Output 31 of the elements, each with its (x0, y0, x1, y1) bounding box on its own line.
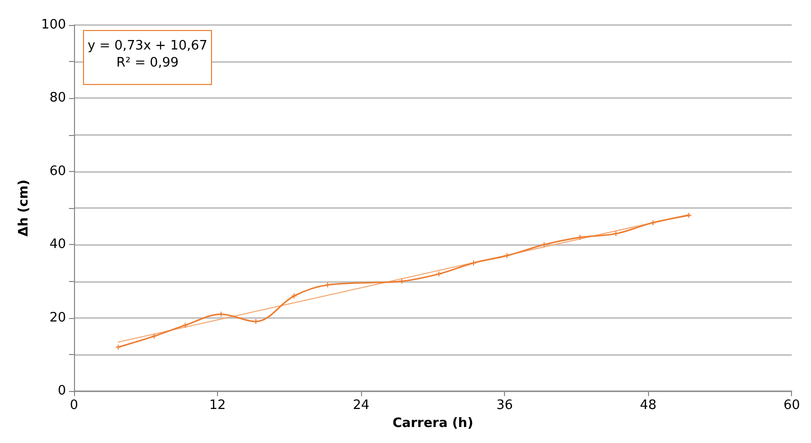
point (436, 271, 442, 276)
point (471, 260, 476, 266)
point (152, 334, 157, 339)
point (182, 322, 188, 328)
point (650, 220, 656, 226)
point (218, 312, 224, 317)
annotation: y = 0,73x + 10,67 (88, 38, 208, 54)
point (399, 278, 404, 284)
x-tick-label: 24 (352, 398, 370, 414)
point (292, 293, 297, 298)
y-tick-label: 60 (49, 164, 66, 179)
x-tick-label: 36 (496, 398, 513, 414)
y-tick-label: 20 (49, 310, 66, 326)
x-axis-title: Carrera (h) (392, 416, 474, 431)
y-tick-label: 80 (49, 90, 66, 106)
x-tick-label: 12 (209, 398, 226, 414)
point (578, 234, 582, 240)
y-axis-title: Δh (cm) (16, 180, 32, 237)
point (325, 282, 330, 288)
x-tick-label: 48 (640, 398, 656, 414)
point (686, 212, 692, 218)
point (542, 242, 547, 248)
annotation: R² = 0,99 (116, 56, 179, 70)
x-tick-label: 60 (783, 398, 800, 414)
y-tick-label: 0 (58, 384, 66, 399)
point (116, 344, 121, 350)
x-tick-label: 0 (70, 398, 78, 414)
point (504, 253, 510, 258)
y-tick-label: 100 (41, 18, 66, 32)
point (613, 231, 618, 236)
y-tick-label: 40 (49, 237, 66, 252)
